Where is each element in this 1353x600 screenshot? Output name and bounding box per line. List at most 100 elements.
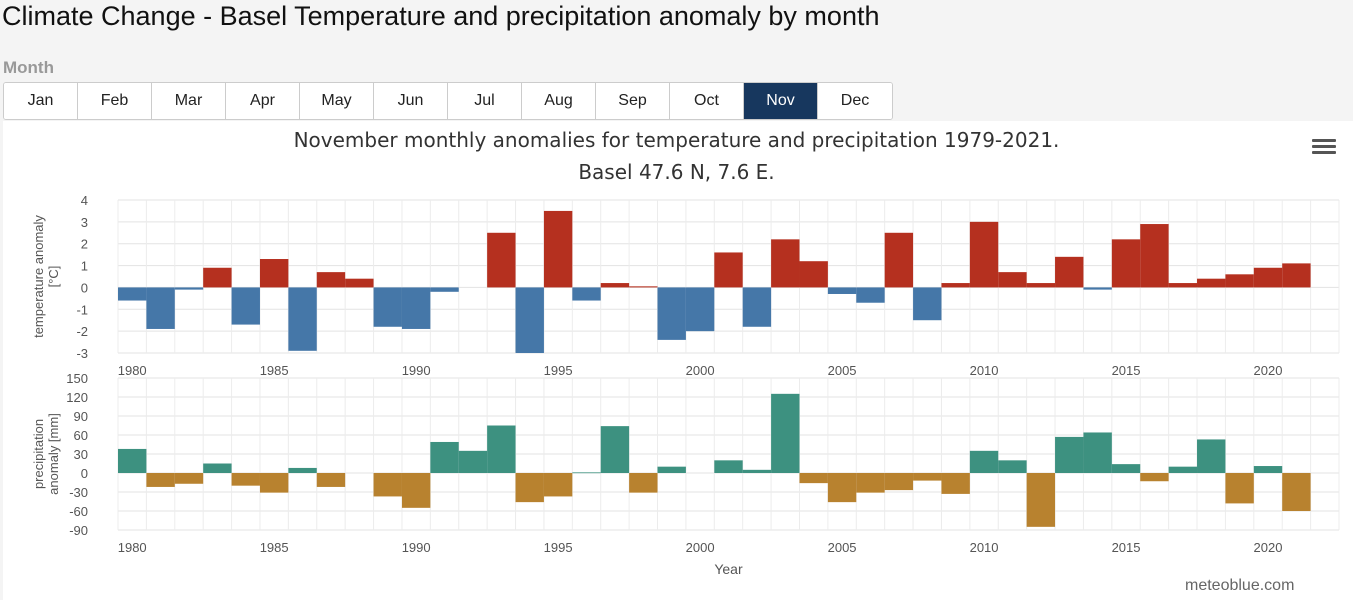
- temp-bar-1997: [600, 283, 630, 288]
- precip-bar-2006: [856, 473, 885, 493]
- temp-ytick-label: 3: [81, 215, 88, 230]
- temp-bar-1988: [345, 278, 374, 288]
- month-button-mar[interactable]: Mar: [152, 83, 226, 119]
- temp-xtick-label: 2005: [828, 363, 857, 378]
- precip-bar-1986: [288, 467, 317, 473]
- temp-ytick-label: 4: [81, 193, 88, 208]
- precip-bar-1999: [657, 466, 686, 473]
- precip-bar-1994: [515, 473, 544, 503]
- precip-bar-1990: [401, 473, 431, 508]
- precip-bar-2017: [1168, 466, 1198, 473]
- chart-panel: [3, 121, 1353, 600]
- month-button-oct[interactable]: Oct: [670, 83, 744, 119]
- precip-ylabel: precipitationanomaly [mm]: [31, 413, 61, 495]
- temp-bar-1995: [543, 210, 573, 288]
- precip-bar-1995: [543, 473, 573, 497]
- month-button-jun[interactable]: Jun: [374, 83, 448, 119]
- precip-bar-2004: [799, 473, 828, 484]
- precip-bar-2009: [941, 473, 970, 494]
- temp-bar-2008: [913, 287, 942, 321]
- temp-bar-2005: [827, 287, 857, 294]
- temp-xtick-label: 2015: [1112, 363, 1141, 378]
- precip-bar-2016: [1140, 473, 1169, 482]
- precip-xtick-label: 2015: [1112, 540, 1141, 555]
- temp-bar-1987: [316, 272, 346, 288]
- precip-bar-1984: [231, 473, 260, 486]
- precip-bar-2002: [742, 469, 772, 473]
- precip-bar-1998: [629, 473, 658, 493]
- precip-bar-2021: [1282, 473, 1311, 511]
- precip-bar-1989: [373, 473, 402, 497]
- precip-xtick-label: 1985: [260, 540, 289, 555]
- precip-bar-1997: [600, 426, 630, 473]
- temp-xtick-label: 1995: [544, 363, 573, 378]
- precip-bar-2007: [884, 473, 914, 491]
- precip-bar-2005: [827, 473, 857, 503]
- temp-bar-1985: [259, 259, 289, 288]
- temp-bar-1986: [288, 287, 317, 351]
- precip-xtick-label: 1995: [544, 540, 573, 555]
- precip-bar-2019: [1225, 473, 1254, 504]
- temp-bar-2003: [771, 239, 800, 288]
- chart-menu-icon[interactable]: [1312, 136, 1336, 156]
- month-button-jan[interactable]: Jan: [4, 83, 78, 119]
- precip-bar-1983: [203, 463, 232, 473]
- month-label: Month: [3, 58, 54, 77]
- precip-ytick-label: 0: [81, 466, 88, 481]
- temp-bar-1983: [203, 267, 232, 288]
- precip-bar-2013: [1055, 436, 1084, 473]
- chart-subtitle: Basel 47.6 N, 7.6 E.: [578, 160, 775, 184]
- precip-bar-1991: [430, 441, 459, 473]
- temp-bar-2011: [998, 272, 1027, 288]
- month-button-may[interactable]: May: [300, 83, 374, 119]
- page-title: Climate Change - Basel Temperature and p…: [2, 1, 880, 31]
- temp-bar-2016: [1140, 224, 1169, 288]
- month-button-feb[interactable]: Feb: [78, 83, 152, 119]
- precip-bar-1982: [174, 473, 204, 484]
- chart-title: November monthly anomalies for temperatu…: [293, 128, 1060, 152]
- precip-ytick-label: -30: [69, 485, 88, 500]
- precip-xtick-label: 2020: [1254, 540, 1283, 555]
- month-button-jul[interactable]: Jul: [448, 83, 522, 119]
- temp-ytick-label: -3: [76, 346, 88, 361]
- precip-bar-2018: [1197, 439, 1226, 473]
- temp-xtick-label: 2010: [970, 363, 999, 378]
- precip-bar-2020: [1253, 466, 1283, 473]
- precip-bar-2015: [1111, 464, 1141, 473]
- temp-bar-2006: [856, 287, 885, 303]
- month-button-nov[interactable]: Nov: [744, 83, 818, 119]
- precip-xtick-label: 2000: [686, 540, 715, 555]
- temp-bar-1994: [515, 287, 544, 353]
- temp-bar-1984: [231, 287, 260, 325]
- precip-ytick-label: 60: [74, 428, 88, 443]
- temp-bar-2020: [1253, 267, 1283, 288]
- precip-xtick-label: 1990: [402, 540, 431, 555]
- temp-bar-2015: [1111, 239, 1141, 288]
- precip-bar-1980: [118, 448, 147, 473]
- temp-bar-2002: [742, 287, 772, 327]
- precip-bar-2014: [1083, 432, 1112, 473]
- temp-ylabel: temperature anomaly[°C]: [31, 215, 61, 338]
- precip-xlabel: Year: [714, 561, 743, 577]
- precip-ytick-label: 30: [74, 447, 88, 462]
- temp-xtick-label: 1990: [402, 363, 431, 378]
- precip-bar-1987: [316, 473, 346, 487]
- month-button-aug[interactable]: Aug: [522, 83, 596, 119]
- temp-bar-2012: [1026, 283, 1056, 288]
- temp-ytick-label: 1: [81, 259, 88, 274]
- temp-bar-1999: [657, 287, 686, 340]
- precip-bar-1992: [458, 450, 488, 473]
- precip-xtick-label: 2005: [828, 540, 857, 555]
- credit-link[interactable]: meteoblue.com: [1185, 577, 1295, 594]
- temp-xtick-label: 1985: [260, 363, 289, 378]
- temp-ytick-label: -1: [76, 302, 88, 317]
- precip-bar-1985: [259, 473, 289, 493]
- temp-bar-1993: [487, 232, 516, 288]
- month-button-apr[interactable]: Apr: [226, 83, 300, 119]
- precip-xtick-label: 1980: [118, 540, 147, 555]
- temp-bar-1991: [430, 287, 459, 292]
- month-button-dec[interactable]: Dec: [818, 83, 892, 119]
- temp-bar-2000: [685, 287, 715, 332]
- month-button-sep[interactable]: Sep: [596, 83, 670, 119]
- temp-bar-1990: [401, 287, 431, 329]
